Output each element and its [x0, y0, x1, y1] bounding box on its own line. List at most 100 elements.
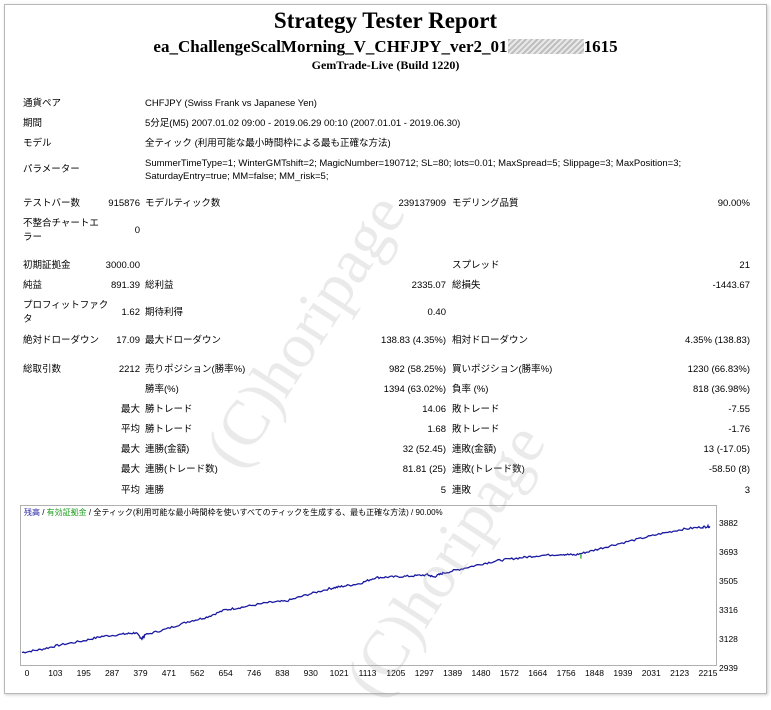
x-tick-label: 195: [76, 668, 91, 678]
x-tick-label: 1848: [585, 668, 604, 678]
cons-loss-money-value: 13 (-17.05): [703, 444, 750, 455]
spread-label: スプレッド: [452, 260, 500, 271]
report-frame: [4, 4, 767, 694]
gross-loss-value: -1443.67: [712, 280, 750, 291]
y-tick-label: 3128: [719, 634, 738, 644]
expected-value: 0.40: [427, 307, 447, 318]
legend-balance: 残高: [24, 508, 40, 517]
period-value: 5分足(M5) 2007.01.02 09:00 - 2019.06.29 00…: [145, 118, 461, 129]
gross-profit-value: 2335.07: [411, 280, 446, 291]
avg-loss-value: -1.76: [728, 424, 750, 435]
avg-loss-label: 敗トレード: [452, 424, 500, 435]
total-value: 2212: [118, 364, 140, 375]
long-label: 買いポジション(勝率%): [452, 364, 553, 375]
masked-name-block: [507, 39, 584, 54]
x-tick-label: 1572: [499, 668, 519, 678]
abs-dd-value: 17.09: [116, 335, 140, 346]
bars-value: 915876: [108, 198, 140, 209]
cons-profit-label: 連勝(トレード数): [145, 464, 218, 475]
x-tick-label: 1389: [443, 668, 463, 678]
legend-sep-3: /: [408, 508, 416, 517]
bars-label: テストバー数: [23, 198, 81, 209]
params-line-1: SummerTimeType=1; WinterGMTshift=2; Magi…: [145, 158, 682, 169]
legend-equity: 有効証拠金: [46, 508, 87, 517]
win-label: 勝率(%): [145, 384, 179, 395]
x-tick-label: 1205: [386, 668, 406, 678]
y-tick-label: 3882: [719, 518, 738, 528]
x-tick-label: 1664: [528, 668, 548, 678]
gross-loss-label: 総損失: [452, 280, 481, 291]
ea-name-suffix: 1615: [583, 37, 618, 56]
legend-model: 全ティック(利用可能な最小時間枠を使いすべてのティックを生成する、最も正確な方法…: [93, 508, 409, 517]
total-label: 総取引数: [23, 364, 62, 375]
model-label: モデル: [23, 138, 52, 149]
x-tick-label: 1297: [414, 668, 434, 678]
loss-label: 負率 (%): [452, 384, 489, 395]
mismatch-label-1: 不整合チャートエ: [23, 218, 99, 229]
avg-cons-win-value: 5: [440, 485, 446, 496]
max-word-3: 最大: [120, 464, 140, 475]
chart-legend: 残高 / 有効証拠金 / 全ティック(利用可能な最小時間枠を使いすべてのティック…: [24, 507, 443, 518]
params-line-2: SaturdayEntry=true; MM=false; MM_risk=5;: [145, 171, 329, 182]
max-dd-label: 最大ドローダウン: [145, 335, 222, 346]
largest-loss-label: 敗トレード: [452, 404, 500, 415]
cons-wins-money-value: 32 (52.45): [402, 444, 446, 455]
expected-label: 期待利得: [145, 307, 184, 318]
period-label: 期間: [23, 118, 43, 129]
short-value: 982 (58.25%): [388, 364, 446, 375]
mismatch-value: 0: [134, 225, 140, 236]
short-label: 売りポジション(勝率%): [145, 364, 246, 375]
quality-value: 90.00%: [717, 198, 750, 209]
y-tick-label: 3505: [719, 576, 738, 586]
mismatch-label-2: ラー: [23, 232, 43, 243]
x-tick-label: 2031: [641, 668, 661, 678]
x-tick-label: 2123: [670, 668, 690, 678]
quality-label: モデリング品質: [452, 198, 519, 209]
avg-cons-loss-label: 連敗: [452, 485, 472, 496]
cons-loss-trades-label: 連敗(トレード数): [452, 464, 525, 475]
net-label: 純益: [23, 280, 43, 291]
largest-win-value: 14.06: [422, 404, 446, 415]
legend-sep-1: /: [40, 508, 47, 517]
largest-win-label: 勝トレード: [145, 404, 193, 415]
x-tick-label: 1939: [613, 668, 633, 678]
avg-win-value: 1.68: [427, 424, 447, 435]
avg-word-2: 平均: [120, 485, 140, 496]
x-tick-label: 471: [161, 668, 176, 678]
ticks-value: 239137909: [398, 198, 446, 209]
x-tick-label: 379: [133, 668, 148, 678]
cons-wins-money-label: 連勝(金額): [145, 444, 190, 455]
x-tick-label: 930: [303, 668, 318, 678]
x-tick-label: 838: [275, 668, 290, 678]
balance-chart: [21, 523, 711, 654]
long-value: 1230 (66.83%): [687, 364, 750, 375]
x-tick-label: 287: [105, 668, 120, 678]
max-dd-value: 138.83 (4.35%): [381, 335, 446, 346]
params-label: パラメーター: [23, 164, 80, 175]
deposit-value: 3000.00: [105, 260, 140, 271]
max-word-2: 最大: [120, 444, 140, 455]
symbol-value: CHFJPY (Swiss Frank vs Japanese Yen): [145, 98, 317, 109]
abs-dd-label: 絶対ドローダウン: [23, 335, 100, 346]
largest-loss-value: -7.55: [728, 404, 750, 415]
balance-chart-frame: [20, 505, 717, 666]
y-tick-label: 3693: [719, 547, 738, 557]
deposit-label: 初期証拠金: [23, 260, 71, 271]
legend-quality: 90.00%: [415, 508, 443, 517]
x-tick-label: 746: [246, 668, 262, 678]
cons-profit-value: 81.81 (25): [402, 464, 446, 475]
cons-loss-trades-value: -58.50 (8): [708, 464, 750, 475]
ea-name: ea_ChallengeScalMorning_V_CHFJPY_ver2_01…: [0, 37, 771, 57]
pf-value: 1.62: [121, 307, 141, 318]
avg-word-1: 平均: [120, 424, 140, 435]
x-tick-label: 2215: [698, 668, 718, 678]
rel-dd-value: 4.35% (138.83): [685, 335, 750, 346]
avg-win-label: 勝トレード: [145, 424, 193, 435]
net-value: 891.39: [110, 280, 140, 291]
legend-sep-2: /: [86, 508, 94, 517]
cons-loss-money-label: 連敗(金額): [452, 444, 497, 455]
x-tick-label: 654: [218, 668, 233, 678]
x-tick-label: 1113: [358, 668, 377, 678]
rel-dd-label: 相対ドローダウン: [452, 335, 529, 346]
pf-label-1: プロフィットファク: [23, 300, 109, 311]
